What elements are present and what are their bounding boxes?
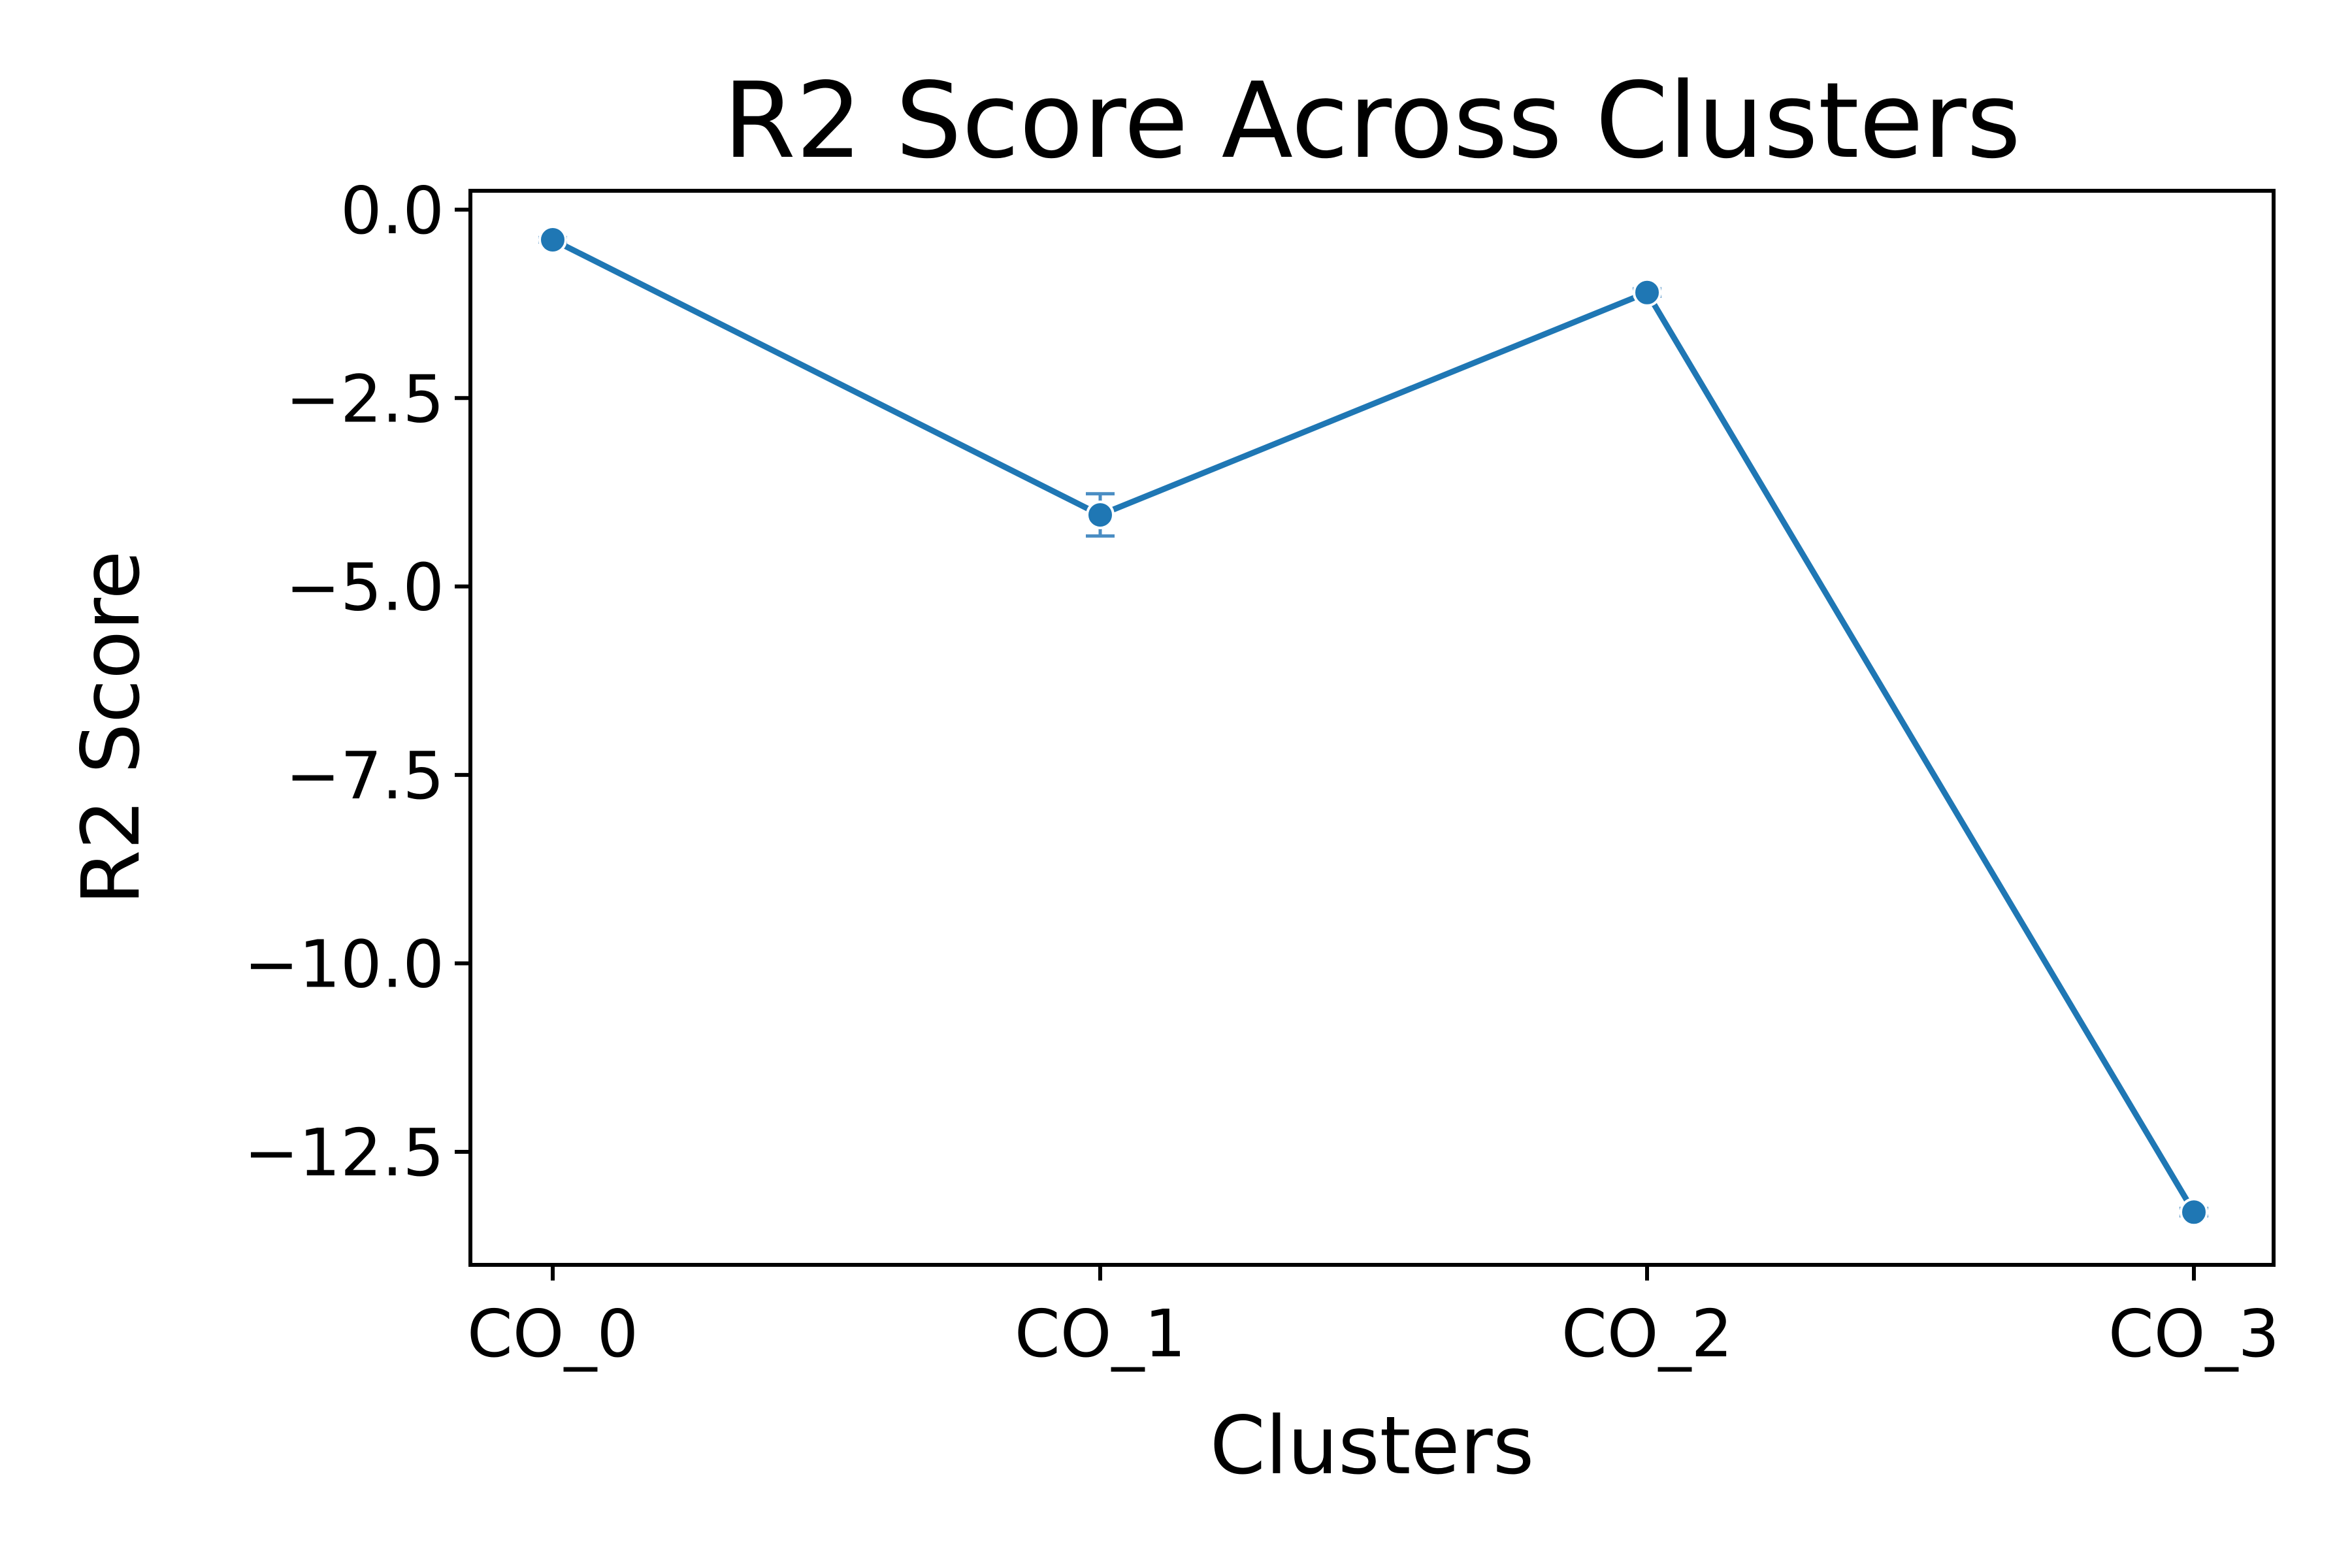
- data-point: [2180, 1198, 2208, 1227]
- data-point: [1633, 278, 1661, 307]
- y-axis-label: R2 Score: [65, 551, 157, 906]
- y-tick-label: −7.5: [286, 738, 444, 814]
- x-axis-label: Clusters: [1210, 1399, 1535, 1492]
- chart-title: R2 Score Across Clusters: [723, 59, 2021, 182]
- data-point: [538, 225, 567, 254]
- y-axis: 0.0 −2.5 −5.0 −7.5 −10.0 −12.5: [244, 172, 470, 1191]
- y-tick-label: −10.0: [244, 926, 444, 1003]
- x-tick-label: CO_3: [2108, 1296, 2279, 1372]
- y-tick-label: −12.5: [244, 1115, 444, 1191]
- y-tick-label: 0.0: [340, 172, 444, 249]
- x-tick-label: CO_2: [1561, 1296, 1733, 1372]
- series-layer: [538, 225, 2208, 1227]
- y-tick-label: −2.5: [286, 361, 444, 437]
- series-line: [551, 237, 2197, 1214]
- x-tick-label: CO_1: [1015, 1296, 1186, 1372]
- data-point: [1086, 500, 1115, 530]
- x-axis: CO_0 CO_1 CO_2 CO_3: [467, 1265, 2279, 1372]
- plot-frame: [468, 189, 2276, 1267]
- y-tick-label: −5.0: [286, 549, 444, 626]
- x-tick-label: CO_0: [467, 1296, 638, 1372]
